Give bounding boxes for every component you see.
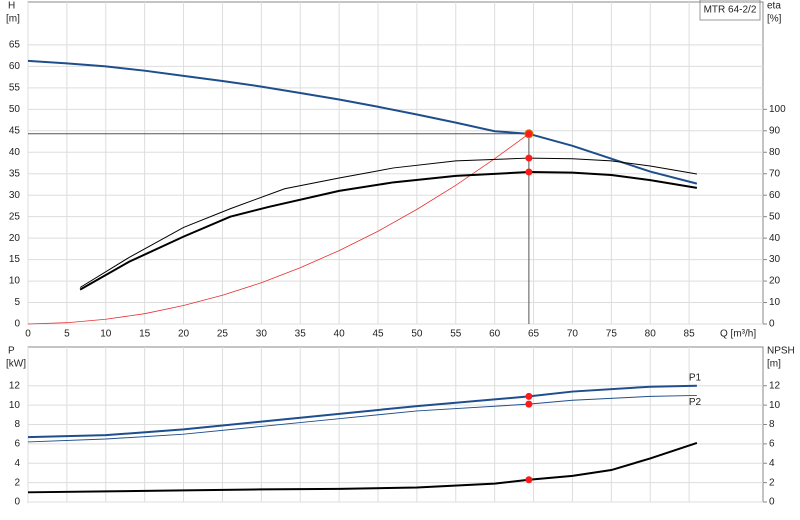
y2-tick-label: 60 — [769, 190, 781, 201]
y-tick-label: 0 — [14, 497, 20, 508]
y2-tick-label: 0 — [769, 497, 775, 508]
operating-dot — [525, 392, 533, 400]
y2-tick-label: 4 — [769, 458, 775, 469]
y-tick-label: 2 — [14, 477, 20, 488]
curve — [27, 384, 697, 439]
y-tick-label: 6 — [14, 439, 20, 450]
x-axis-label: Q [m³/h] — [720, 329, 756, 340]
y2-tick-label: 80 — [769, 147, 781, 158]
y-tick-label: 30 — [9, 190, 21, 201]
y2-axis-unit: [m] — [767, 359, 781, 370]
curve — [27, 441, 698, 494]
curve — [27, 133, 530, 325]
x-tick-label: 60 — [489, 329, 501, 340]
y2-tick-label: 10 — [769, 297, 781, 308]
y-tick-label: 15 — [9, 254, 21, 265]
y2-tick-label: 30 — [769, 254, 781, 265]
y-tick-label: 0 — [14, 319, 20, 330]
curve-label: P2 — [689, 397, 702, 408]
y2-tick-label: 0 — [769, 319, 775, 330]
plot-area — [27, 1, 764, 325]
x-tick-label: 5 — [64, 329, 70, 340]
y-tick-label: 4 — [14, 458, 20, 469]
y-axis-label: H — [8, 1, 15, 12]
y-tick-label: 10 — [9, 276, 21, 287]
x-tick-label: 75 — [606, 329, 618, 340]
y-tick-label: 45 — [9, 125, 21, 136]
y-tick-label: 60 — [9, 61, 21, 72]
x-tick-label: 80 — [645, 329, 657, 340]
y-axis-unit: [kW] — [6, 359, 26, 370]
x-tick-label: 15 — [139, 329, 151, 340]
y2-axis-label: NPSH — [767, 346, 795, 357]
x-tick-label: 10 — [100, 329, 112, 340]
operating-dot — [525, 400, 533, 408]
operating-dot — [525, 130, 533, 138]
x-tick-label: 65 — [528, 329, 540, 340]
y-tick-label: 65 — [9, 40, 21, 51]
y-tick-label: 12 — [9, 380, 21, 391]
x-tick-label: 30 — [256, 329, 268, 340]
y2-tick-label: 20 — [769, 276, 781, 287]
x-tick-label: 45 — [372, 329, 384, 340]
y-tick-label: 50 — [9, 104, 21, 115]
y-axis-unit: [m] — [6, 14, 20, 25]
y-tick-label: 40 — [9, 147, 21, 158]
y2-tick-label: 90 — [769, 125, 781, 136]
y2-tick-label: 12 — [769, 380, 781, 391]
y2-tick-label: 70 — [769, 168, 781, 179]
y-tick-label: 5 — [14, 297, 20, 308]
y2-tick-label: 100 — [769, 104, 786, 115]
legend-box — [699, 0, 761, 21]
y-axis-label: P — [8, 346, 15, 357]
y2-axis-label: eta — [767, 1, 781, 12]
y2-tick-label: 6 — [769, 439, 775, 450]
y-tick-label: 25 — [9, 211, 21, 222]
operating-dot — [525, 168, 533, 176]
x-tick-label: 25 — [217, 329, 229, 340]
curve — [79, 157, 697, 288]
x-tick-label: 35 — [295, 329, 307, 340]
x-tick-label: 0 — [25, 329, 31, 340]
y-tick-label: 20 — [9, 233, 21, 244]
x-tick-label: 20 — [178, 329, 190, 340]
curve-label: P1 — [689, 372, 702, 383]
y-tick-label: 35 — [9, 168, 21, 179]
curve — [27, 59, 698, 185]
curve — [27, 394, 697, 443]
y2-tick-label: 50 — [769, 211, 781, 222]
y2-tick-label: 10 — [769, 400, 781, 411]
x-tick-label: 50 — [411, 329, 423, 340]
y2-tick-label: 8 — [769, 419, 775, 430]
y2-tick-label: 40 — [769, 233, 781, 244]
y-tick-label: 8 — [14, 419, 20, 430]
y-tick-label: 10 — [9, 400, 21, 411]
x-tick-label: 55 — [450, 329, 462, 340]
operating-dot — [525, 154, 533, 162]
legend-text: MTR 64-2/2 — [704, 5, 757, 16]
operating-dot — [525, 476, 533, 484]
y2-tick-label: 2 — [769, 477, 775, 488]
x-tick-label: 85 — [684, 329, 696, 340]
y-tick-label: 55 — [9, 83, 21, 94]
x-tick-label: 70 — [567, 329, 579, 340]
curve — [79, 171, 698, 291]
y2-axis-unit: [%] — [767, 14, 782, 25]
x-tick-label: 40 — [334, 329, 346, 340]
